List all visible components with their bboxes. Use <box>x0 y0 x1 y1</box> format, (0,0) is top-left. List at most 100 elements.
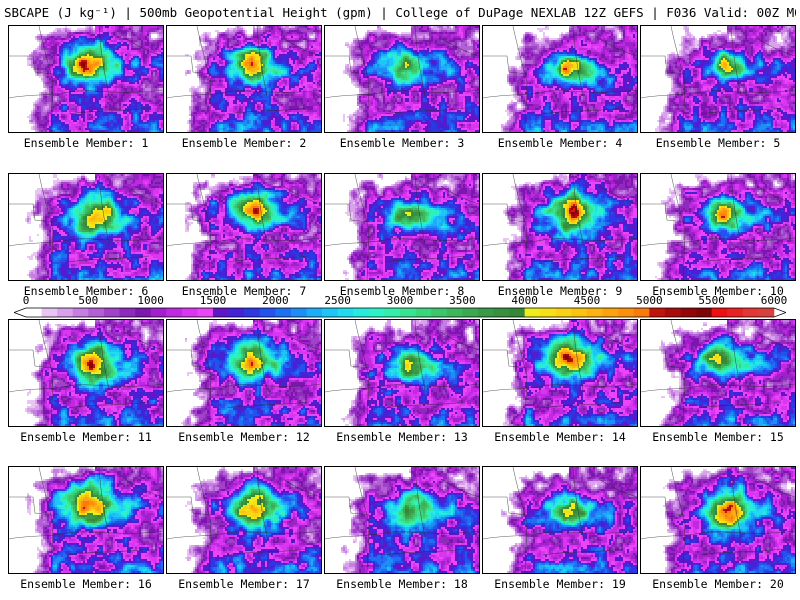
cape-field <box>641 174 795 280</box>
colorbar-bin <box>603 308 619 317</box>
colorbar-bin <box>26 308 42 317</box>
cape-field <box>641 467 795 573</box>
colorbar-bin <box>681 308 697 317</box>
colorbar-bin <box>696 308 712 317</box>
cape-field <box>167 26 321 132</box>
colorbar-bin <box>151 308 167 317</box>
colorbar-bin <box>509 308 525 317</box>
colorbar-bin <box>649 308 665 317</box>
colorbar-tick-labels: 0 500 1000 1500 2000 2500 3000 3500 4000 4500 5000… <box>14 295 786 307</box>
colorbar-bin <box>447 308 463 317</box>
colorbar-tick-label: 1000 <box>137 295 164 307</box>
colorbar-bin <box>369 308 385 317</box>
cape-field <box>167 174 321 280</box>
colorbar-bin <box>556 308 572 317</box>
cape-map <box>482 25 638 133</box>
cape-map <box>482 173 638 281</box>
ensemble-member-label: Ensemble Member: 1 <box>2 135 170 151</box>
colorbar-bin <box>727 308 743 317</box>
cape-map <box>166 466 322 574</box>
colorbar-bin <box>57 308 73 317</box>
colorbar-bin <box>571 308 587 317</box>
cape-map <box>8 319 164 427</box>
cape-field <box>641 26 795 132</box>
colorbar-tick-label: 0 <box>23 295 30 307</box>
cape-field <box>325 174 479 280</box>
colorbar-bin <box>353 308 369 317</box>
cape-map <box>640 25 796 133</box>
colorbar-tick-label: 2000 <box>262 295 289 307</box>
colorbar-bin <box>416 308 432 317</box>
ensemble-member-label: Ensemble Member: 4 <box>476 135 644 151</box>
ensemble-member-label: Ensemble Member: 12 <box>160 429 328 445</box>
colorbar-tick-label: 1500 <box>200 295 227 307</box>
cape-field <box>167 320 321 426</box>
ensemble-member-label: Ensemble Member: 18 <box>318 576 486 592</box>
cape-field <box>325 26 479 132</box>
cape-map <box>166 173 322 281</box>
cape-field <box>325 467 479 573</box>
ensemble-member-label: Ensemble Member: 14 <box>476 429 644 445</box>
cape-colorbar: 0 500 1000 1500 2000 2500 3000 3500 4000 4500 5000… <box>14 295 786 319</box>
cape-field <box>641 320 795 426</box>
ensemble-member-label: Ensemble Member: 20 <box>634 576 800 592</box>
ensemble-member-label: Ensemble Member: 3 <box>318 135 486 151</box>
colorbar-tick-label: 3500 <box>449 295 476 307</box>
ensemble-member-label: Ensemble Member: 16 <box>2 576 170 592</box>
colorbar-bin <box>712 308 728 317</box>
colorbar-bin <box>634 308 650 317</box>
cape-field <box>325 320 479 426</box>
ensemble-member-label: Ensemble Member: 5 <box>634 135 800 151</box>
cape-field <box>9 174 163 280</box>
cape-field <box>483 467 637 573</box>
cape-field <box>167 467 321 573</box>
colorbar-bin <box>462 308 478 317</box>
colorbar-scale <box>14 307 786 319</box>
colorbar-tick-label: 4500 <box>574 295 601 307</box>
colorbar-bin <box>291 308 307 317</box>
colorbar-bin <box>135 308 151 317</box>
colorbar-bin <box>758 308 774 317</box>
colorbar-bin <box>197 308 213 317</box>
colorbar-bin <box>400 308 416 317</box>
ensemble-member-label: Ensemble Member: 13 <box>318 429 486 445</box>
colorbar-tick-label: 2500 <box>324 295 351 307</box>
cape-map <box>324 25 480 133</box>
colorbar-tick-label: 5000 <box>636 295 663 307</box>
colorbar-bin <box>42 308 58 317</box>
cape-field <box>9 320 163 426</box>
colorbar-tick-label: 3000 <box>387 295 414 307</box>
colorbar-tick-label: 5500 <box>698 295 725 307</box>
colorbar-bin <box>213 308 229 317</box>
colorbar-bin <box>275 308 291 317</box>
colorbar-bin <box>120 308 136 317</box>
cape-map <box>482 466 638 574</box>
colorbar-bin <box>166 308 182 317</box>
cape-map <box>640 319 796 427</box>
colorbar-tick-label: 4000 <box>511 295 538 307</box>
ensemble-member-label: Ensemble Member: 15 <box>634 429 800 445</box>
cape-field <box>9 467 163 573</box>
cape-field <box>483 174 637 280</box>
colorbar-bin <box>244 308 260 317</box>
colorbar-bin <box>540 308 556 317</box>
colorbar-bin <box>229 308 245 317</box>
colorbar-tick-label: 500 <box>78 295 98 307</box>
cape-map <box>640 173 796 281</box>
cape-map <box>324 173 480 281</box>
ensemble-member-label: Ensemble Member: 17 <box>160 576 328 592</box>
ensemble-member-label: Ensemble Member: 2 <box>160 135 328 151</box>
colorbar-bin <box>322 308 338 317</box>
colorbar-bin <box>665 308 681 317</box>
colorbar-bin <box>494 308 510 317</box>
cape-map <box>166 319 322 427</box>
colorbar-bin <box>73 308 89 317</box>
colorbar-bin <box>182 308 198 317</box>
colorbar-bin <box>431 308 447 317</box>
cape-field <box>9 26 163 132</box>
colorbar-bin <box>743 308 759 317</box>
colorbar-bin <box>478 308 494 317</box>
colorbar-bin <box>384 308 400 317</box>
cape-field <box>483 320 637 426</box>
colorbar-bin <box>88 308 104 317</box>
